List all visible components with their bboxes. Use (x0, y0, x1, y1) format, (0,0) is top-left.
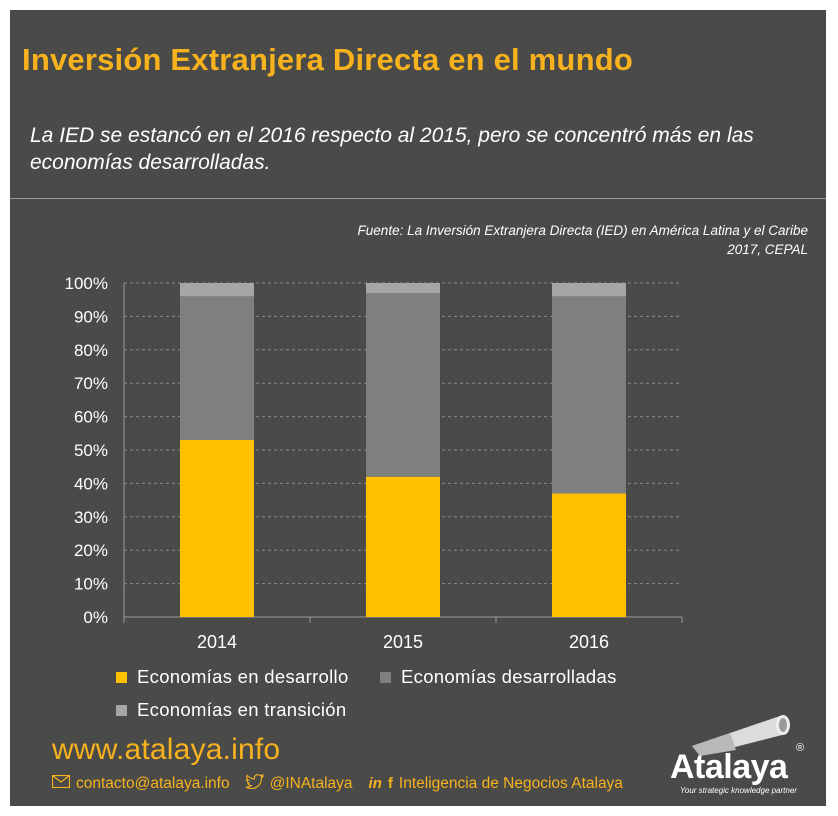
envelope-icon (51, 774, 71, 792)
legend-swatch (116, 671, 127, 683)
legend-swatch (380, 671, 391, 683)
telescope-icon (692, 715, 790, 756)
logo-registered: ® (796, 742, 805, 754)
source-note: Fuente: La Inversión Extranjera Directa … (357, 223, 808, 257)
bar-segment (366, 476, 440, 617)
legend-item-desarrollo: Economías en desarrollo (116, 666, 349, 688)
x-tick-label: 2016 (569, 632, 609, 650)
atalaya-logo: Atalaya ® Your strategic knowledge partn… (670, 710, 810, 800)
bar-segment (552, 283, 626, 297)
logo-tagline: Your strategic knowledge partner (680, 786, 797, 795)
linkedin-icon[interactable]: in (368, 775, 382, 792)
y-tick-label: 40% (74, 474, 108, 493)
page-title: Inversión Extranjera Directa en el mundo (22, 42, 633, 77)
facebook-icon[interactable]: f (387, 775, 393, 792)
contact-bar: contacto@atalaya.info @INAtalaya in f In… (51, 773, 623, 793)
bar-segment (180, 283, 254, 297)
y-tick-label: 0% (83, 608, 108, 627)
y-tick-label: 20% (74, 541, 108, 560)
legend-label: Economías en desarrollo (137, 666, 349, 687)
legend-label: Economías desarrolladas (401, 666, 617, 687)
legend-item-transicion: Economías en transición (116, 699, 346, 721)
y-tick-label: 80% (74, 341, 108, 360)
email-link[interactable]: contacto@atalaya.info (76, 774, 230, 792)
infographic-panel: Inversión Extranjera Directa en el mundo… (10, 10, 826, 806)
stacked-bar-chart: 0% 10% 20% 30% 40% 50% 60% 70% 80% 90% 100% 2014 201… (65, 274, 683, 650)
y-tick-label: 90% (74, 307, 108, 326)
y-tick-label: 10% (74, 575, 108, 594)
page-subtitle: La IED se estancó en el 2016 respecto al… (30, 124, 754, 174)
bar-segment (180, 439, 254, 617)
logo-wordmark: Atalaya (670, 748, 788, 786)
bar-segment (366, 283, 440, 294)
divider (10, 198, 826, 199)
bar-segment (366, 293, 440, 477)
legend-swatch (116, 704, 127, 716)
bar-segment (180, 296, 254, 440)
twitter-icon (245, 773, 264, 793)
bar-segment (552, 493, 626, 617)
y-tick-label: 70% (74, 374, 108, 393)
social-name-link[interactable]: Inteligencia de Negocios Atalaya (398, 774, 623, 792)
x-tick-label: 2014 (197, 632, 237, 650)
x-tick-label: 2015 (383, 632, 423, 650)
y-tick-label: 100% (65, 274, 108, 293)
y-tick-label: 30% (74, 508, 108, 527)
y-tick-label: 50% (74, 441, 108, 460)
website-link[interactable]: www.atalaya.info (52, 733, 281, 766)
legend-item-desarrolladas: Economías desarrolladas (380, 666, 617, 688)
twitter-handle-link[interactable]: @INAtalaya (269, 774, 353, 792)
legend-label: Economías en transición (137, 699, 347, 720)
y-tick-label: 60% (74, 408, 108, 427)
bar-segment (552, 296, 626, 494)
